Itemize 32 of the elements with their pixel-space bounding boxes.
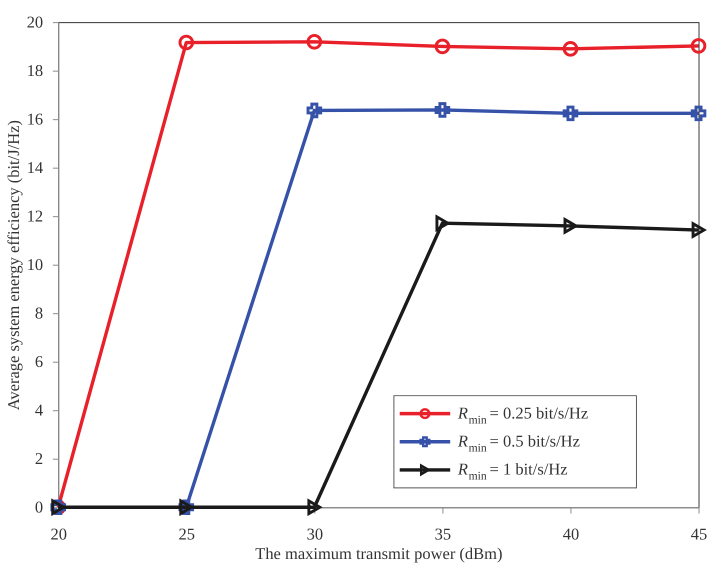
point (562, 106, 578, 122)
x-tick-label: 25 (178, 524, 196, 544)
y-tick-label: 0 (34, 498, 44, 517)
x-tick-label: 45 (690, 524, 708, 544)
point (434, 102, 450, 118)
point (178, 34, 194, 50)
point (692, 222, 706, 238)
y-tick-label: 2 (34, 449, 44, 468)
y-tick-label: 4 (34, 400, 44, 420)
point (306, 34, 322, 50)
x-axis-title: The maximum transmit power (dBm) (255, 544, 502, 564)
point (562, 41, 578, 57)
y-tick-label: 6 (34, 352, 44, 372)
y-tick-label: 14 (26, 158, 44, 178)
y-tick-label: 10 (26, 255, 44, 274)
y-tick-label: 20 (26, 12, 44, 32)
x-tick-label: 30 (306, 524, 324, 544)
point (434, 38, 450, 54)
x-tick-label: 40 (562, 524, 580, 544)
point (435, 215, 450, 232)
point (690, 38, 706, 54)
y-axis-title: Average system energy efficiency (bit/J/Hz) (4, 120, 23, 410)
y-tick-label: 12 (26, 206, 44, 226)
x-tick-label: 20 (50, 524, 67, 544)
y-tick-label: 16 (26, 110, 44, 129)
y-tick-label: 18 (26, 61, 44, 80)
point (306, 102, 322, 118)
y-tick-label: 8 (34, 304, 44, 323)
point (564, 218, 578, 234)
point (690, 106, 706, 122)
x-tick-label: 35 (434, 524, 452, 544)
point (307, 499, 322, 516)
